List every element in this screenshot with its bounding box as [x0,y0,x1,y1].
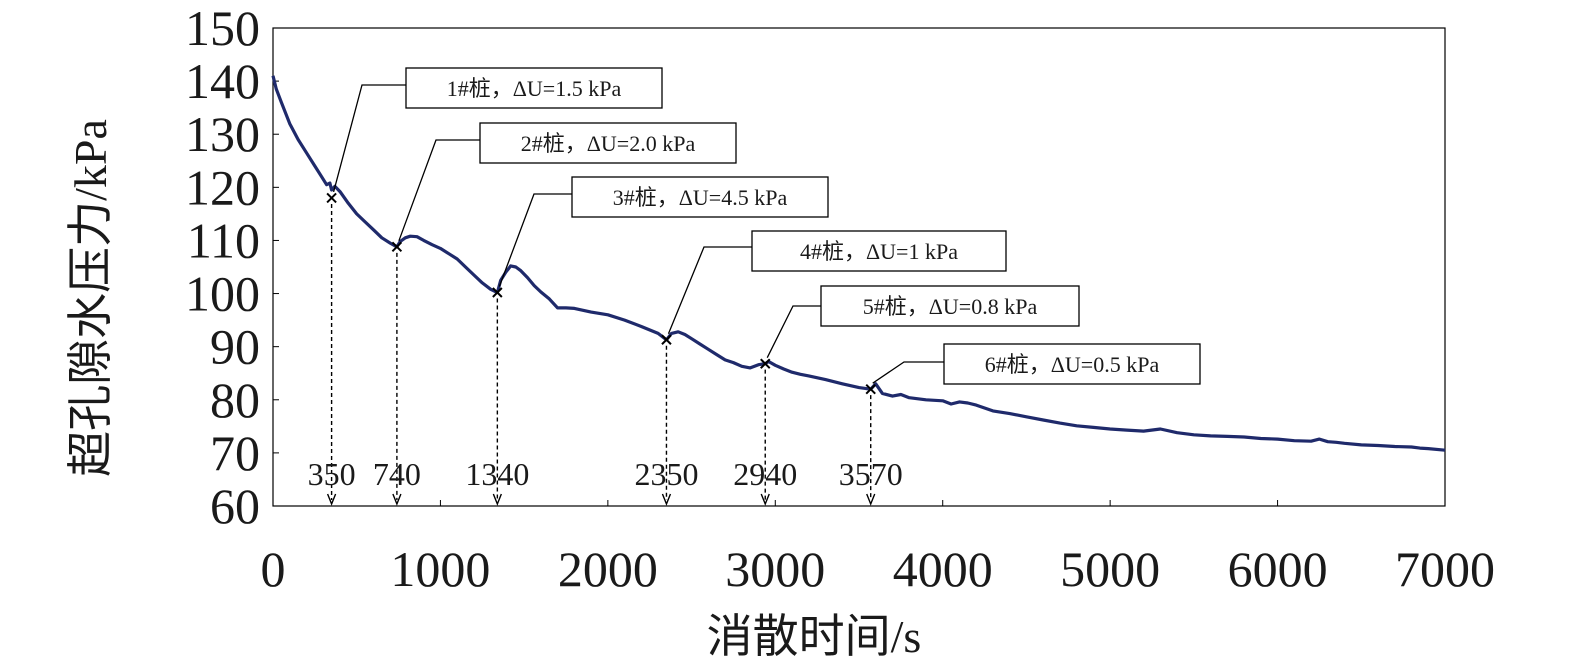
y-tick-label: 90 [210,319,260,375]
marker-x-label: 2940 [733,456,797,492]
x-tick-label: 0 [261,541,286,597]
x-tick-label: 6000 [1228,541,1328,597]
annotation-label: 3#桩，ΔU=4.5 kPa [613,185,788,210]
annotation-box [820,285,1080,327]
arrow-head [661,493,672,506]
marker-x-label: 2350 [634,456,698,492]
y-tick-label: 120 [185,159,260,215]
y-tick-label: 140 [185,53,260,109]
y-tick-label: 150 [185,0,260,56]
x-tick-label: 7000 [1395,541,1495,597]
marker-x-label: 740 [373,456,421,492]
cross-mark [865,383,876,395]
annotation-label: 5#桩，ΔU=0.8 kPa [863,294,1038,319]
y-tick-label: 110 [187,212,260,268]
leader-line [332,84,406,193]
annotation-label: 1#桩，ΔU=1.5 kPa [447,76,622,101]
leader-line [766,305,821,358]
plot-frame [272,27,1446,507]
y-tick-label: 60 [210,478,260,534]
annotation-box [751,230,1007,272]
arrow-head [492,493,503,506]
pile-marker-1: 350 1#桩，ΔU=1.5 kPa [308,67,663,506]
leader-line [667,246,752,335]
arrow-head [326,493,337,506]
annotation-label: 6#桩，ΔU=0.5 kPa [985,352,1160,377]
pile-marker-6: 3570 6#桩，ΔU=0.5 kPa [839,343,1201,506]
x-tick-label: 2000 [558,541,658,597]
y-tick-label: 130 [185,106,260,162]
y-tick-label: 80 [210,372,260,428]
pile-marker-5: 2940 5#桩，ΔU=0.8 kPa [733,285,1080,506]
x-tick-label: 4000 [893,541,993,597]
arrow-head [866,493,876,506]
marker-x-label: 3570 [839,456,903,492]
leader-line [872,361,944,384]
cross-mark [760,358,771,369]
marker-layer: 350 1#桩，ΔU=1.5 kPa 740 2#桩，ΔU=2.0 kPa 1340 3#… [308,67,1201,506]
annotation-box [571,176,829,218]
x-tick-label: 1000 [390,541,490,597]
pile-marker-2: 740 2#桩，ΔU=2.0 kPa [373,122,737,506]
y-tick-label: 100 [185,266,260,322]
cross-mark [492,287,503,298]
arrow-head [392,493,402,506]
y-axis-label: 超孔隙水压力/kPa [65,119,116,477]
x-tick-label: 3000 [725,541,825,597]
leader-line [498,193,572,287]
arrow-head [760,493,770,506]
cross-mark [326,192,337,204]
cross-mark [391,241,403,253]
annotation-box [943,343,1201,385]
annotation-box [405,67,663,109]
annotation-label: 2#桩，ΔU=2.0 kPa [521,131,696,156]
annotation-label: 4#桩，ΔU=1 kPa [800,239,958,264]
pile-marker-4: 2350 4#桩，ΔU=1 kPa [634,230,1007,506]
annotation-box [479,122,737,164]
y-tick-label: 70 [210,425,260,481]
pile-marker-3: 1340 3#桩，ΔU=4.5 kPa [465,176,829,506]
x-axis-label: 消散时间/s [707,611,922,662]
marker-x-label: 350 [308,456,356,492]
leader-line [398,139,480,242]
cross-mark [661,334,672,345]
marker-x-label: 1340 [465,456,529,492]
x-tick-label: 5000 [1060,541,1160,597]
